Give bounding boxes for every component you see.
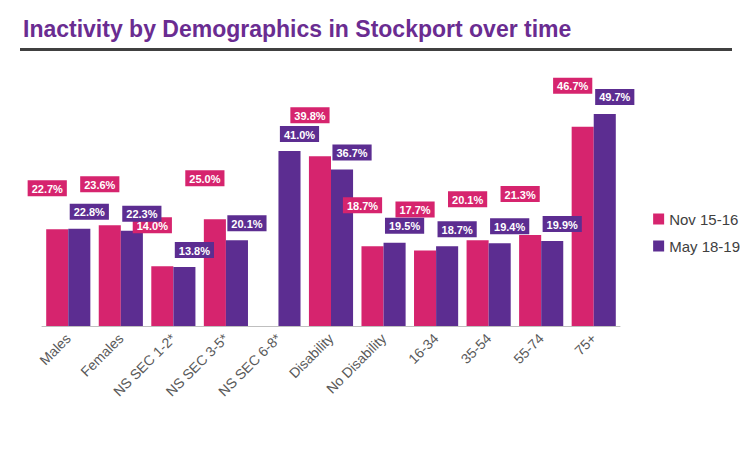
svg-text:Disability: Disability xyxy=(286,330,337,381)
svg-text:19.9%: 19.9% xyxy=(547,219,578,231)
svg-text:39.8%: 39.8% xyxy=(294,110,325,122)
svg-text:22.8%: 22.8% xyxy=(74,206,105,218)
svg-text:36.7%: 36.7% xyxy=(336,147,367,159)
svg-text:May 18-19: May 18-19 xyxy=(669,238,740,255)
svg-text:46.7%: 46.7% xyxy=(557,80,588,92)
svg-text:20.1%: 20.1% xyxy=(452,194,483,206)
svg-text:No Disability: No Disability xyxy=(323,330,389,396)
svg-text:14.0%: 14.0% xyxy=(136,219,168,232)
svg-text:20.1%: 20.1% xyxy=(231,218,262,230)
svg-text:55-74: 55-74 xyxy=(510,330,547,367)
svg-text:25.0%: 25.0% xyxy=(189,173,220,185)
svg-text:41.0%: 41.0% xyxy=(284,129,315,141)
svg-text:21.3%: 21.3% xyxy=(505,189,536,201)
svg-text:19.5%: 19.5% xyxy=(389,220,420,232)
svg-text:NS SEC 3-5*: NS SEC 3-5* xyxy=(162,330,232,400)
svg-text:Inactivity by Demographics in: Inactivity by Demographics in Stockport … xyxy=(23,16,571,42)
svg-text:13.8%: 13.8% xyxy=(179,245,210,257)
svg-text:75+: 75+ xyxy=(571,330,599,358)
svg-text:19.4%: 19.4% xyxy=(494,221,525,233)
svg-text:18.7%: 18.7% xyxy=(347,200,378,212)
svg-text:Females: Females xyxy=(77,330,126,379)
svg-text:NS SEC 1-2*: NS SEC 1-2* xyxy=(110,330,179,400)
svg-text:Males: Males xyxy=(36,330,74,368)
svg-text:NS SEC 6-8*: NS SEC 6-8* xyxy=(215,330,284,399)
svg-text:Nov 15-16: Nov 15-16 xyxy=(669,211,738,228)
svg-text:35-54: 35-54 xyxy=(458,330,495,367)
svg-text:16-34: 16-34 xyxy=(405,330,442,367)
svg-text:49.7%: 49.7% xyxy=(599,91,630,103)
svg-text:17.7%: 17.7% xyxy=(399,204,430,216)
svg-text:22.3%: 22.3% xyxy=(126,208,157,220)
svg-text:22.7%: 22.7% xyxy=(32,183,63,195)
svg-text:23.6%: 23.6% xyxy=(84,179,115,191)
svg-text:18.7%: 18.7% xyxy=(442,224,473,236)
